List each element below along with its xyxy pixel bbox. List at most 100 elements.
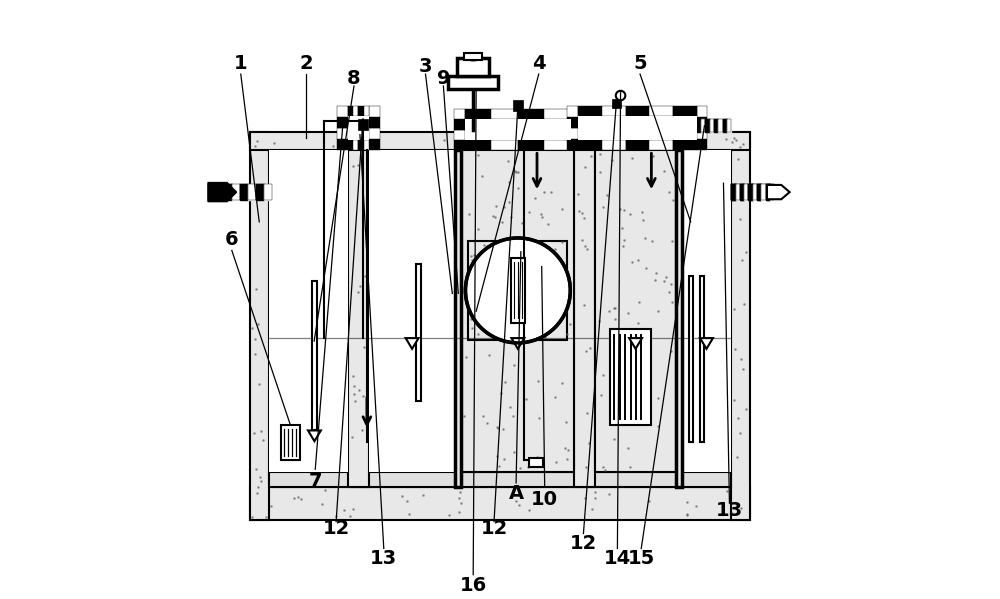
Point <box>679 498 695 507</box>
Bar <box>649 105 673 116</box>
Point <box>464 255 480 265</box>
Bar <box>491 140 518 150</box>
Text: 2: 2 <box>300 55 313 74</box>
Point <box>470 224 486 234</box>
Point <box>622 209 638 219</box>
Point <box>247 334 263 343</box>
Point <box>631 137 647 146</box>
Bar <box>626 140 649 150</box>
Point <box>481 275 497 285</box>
Bar <box>454 129 465 140</box>
Polygon shape <box>761 184 766 200</box>
Point <box>347 396 363 406</box>
Point <box>499 288 515 297</box>
Point <box>688 501 704 511</box>
Bar <box>697 105 707 117</box>
Bar <box>697 139 707 150</box>
Point <box>491 462 507 471</box>
Point <box>252 189 268 198</box>
Point <box>524 325 540 335</box>
Point <box>506 447 522 457</box>
Polygon shape <box>248 184 256 200</box>
Bar <box>676 150 682 487</box>
Point <box>606 435 622 444</box>
Polygon shape <box>736 184 740 200</box>
Bar <box>358 119 368 129</box>
Point <box>599 132 615 141</box>
Text: 13: 13 <box>716 501 743 521</box>
Point <box>344 432 360 441</box>
Point <box>258 512 274 522</box>
Point <box>612 204 628 214</box>
Point <box>290 492 306 501</box>
Polygon shape <box>740 184 744 200</box>
Bar <box>529 458 543 467</box>
Bar <box>567 128 578 139</box>
Polygon shape <box>731 184 736 200</box>
Point <box>656 166 672 176</box>
Point <box>641 497 657 506</box>
Point <box>734 255 750 265</box>
Point <box>247 349 263 358</box>
Point <box>266 138 282 147</box>
Bar <box>612 99 621 108</box>
Point <box>345 504 361 514</box>
Point <box>246 428 262 438</box>
Point <box>452 487 468 497</box>
Point <box>487 213 503 222</box>
Point <box>584 504 600 514</box>
Point <box>619 409 635 418</box>
Text: 6: 6 <box>225 230 239 249</box>
Point <box>732 428 748 437</box>
Point <box>512 463 528 473</box>
Point <box>346 389 362 398</box>
Polygon shape <box>736 184 740 200</box>
Point <box>481 350 497 360</box>
Point <box>502 403 518 412</box>
FancyArrow shape <box>208 183 237 202</box>
Point <box>622 462 638 472</box>
Polygon shape <box>761 184 766 200</box>
Point <box>730 413 746 423</box>
Point <box>601 489 617 499</box>
Point <box>540 136 556 146</box>
Point <box>514 275 530 285</box>
Point <box>466 250 482 260</box>
Bar <box>544 108 571 119</box>
Point <box>587 493 603 503</box>
Point <box>345 371 361 381</box>
Point <box>501 320 517 329</box>
Point <box>244 323 260 333</box>
Point <box>574 235 590 245</box>
Polygon shape <box>701 119 705 132</box>
Point <box>645 152 661 161</box>
Point <box>508 167 524 176</box>
Point <box>554 238 570 247</box>
Point <box>590 141 606 150</box>
Polygon shape <box>770 184 774 200</box>
Point <box>342 511 358 521</box>
Point <box>474 171 490 181</box>
Point <box>728 135 744 145</box>
Point <box>534 300 550 309</box>
Point <box>351 142 367 152</box>
Point <box>595 462 611 472</box>
Point <box>505 296 521 305</box>
Point <box>249 137 265 146</box>
Polygon shape <box>718 119 723 132</box>
Point <box>293 494 309 504</box>
Text: 8: 8 <box>347 69 361 89</box>
Point <box>595 370 611 380</box>
Bar <box>567 105 578 117</box>
Point <box>576 300 592 310</box>
Point <box>345 161 361 171</box>
Point <box>453 498 469 508</box>
Point <box>336 505 352 515</box>
Point <box>601 306 617 316</box>
Polygon shape <box>406 338 419 349</box>
Point <box>489 451 505 461</box>
Point <box>249 488 265 497</box>
Point <box>554 205 570 214</box>
Point <box>665 195 681 205</box>
Point <box>451 494 467 503</box>
